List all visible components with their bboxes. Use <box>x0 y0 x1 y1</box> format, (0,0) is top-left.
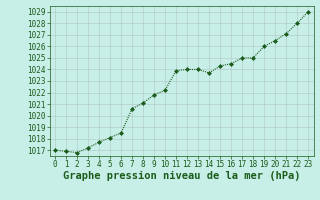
X-axis label: Graphe pression niveau de la mer (hPa): Graphe pression niveau de la mer (hPa) <box>63 171 300 181</box>
